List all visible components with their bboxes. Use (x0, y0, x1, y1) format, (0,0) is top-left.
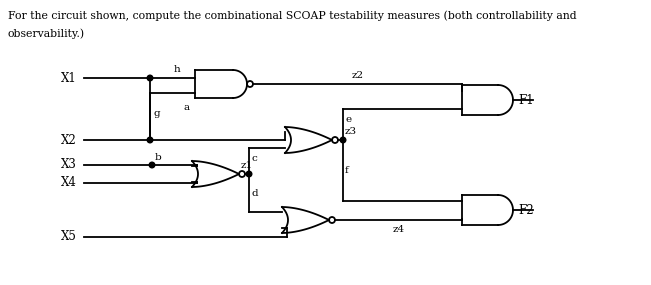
Text: F2: F2 (518, 203, 534, 217)
Text: X4: X4 (61, 176, 77, 190)
Text: d: d (251, 188, 258, 198)
Text: X1: X1 (61, 72, 77, 84)
Text: For the circuit shown, compute the combinational SCOAP testability measures (bot: For the circuit shown, compute the combi… (8, 10, 577, 21)
Text: e: e (345, 115, 351, 124)
Text: X2: X2 (61, 133, 77, 146)
Text: a: a (184, 103, 190, 112)
Text: z4: z4 (393, 225, 404, 234)
Circle shape (149, 162, 155, 168)
Text: F1: F1 (518, 93, 534, 107)
Text: X5: X5 (61, 231, 77, 243)
Text: z1: z1 (241, 161, 253, 170)
Text: z3: z3 (345, 127, 357, 136)
Text: g: g (153, 109, 159, 119)
Text: f: f (345, 166, 349, 175)
Circle shape (147, 75, 153, 81)
Circle shape (246, 171, 252, 177)
Text: h: h (174, 65, 181, 74)
Text: c: c (251, 154, 256, 163)
Text: X3: X3 (61, 158, 77, 172)
Circle shape (340, 137, 346, 143)
Text: observability.): observability.) (8, 28, 85, 38)
Circle shape (147, 137, 153, 143)
Text: z2: z2 (352, 71, 363, 80)
Text: b: b (155, 153, 161, 162)
